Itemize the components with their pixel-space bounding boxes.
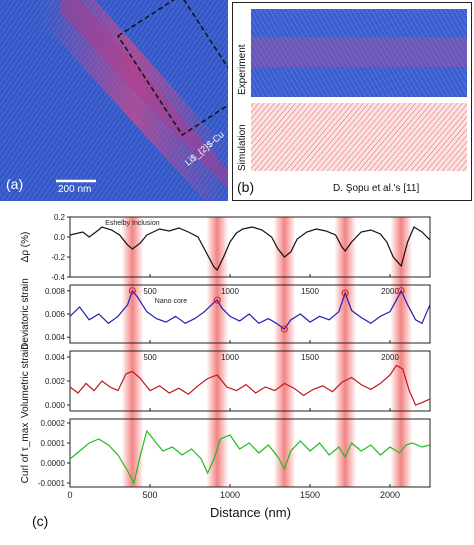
subplot-0: 0.2 0.0 -0.2 -0.4 Δρ (%) Eshelby Inclusion	[20, 213, 431, 282]
x-tick-label-top: 500	[143, 287, 157, 296]
x-tick-label-zero: 0	[67, 490, 72, 500]
y-tick-label: 0.0001	[41, 439, 66, 448]
x-tick-label-top: 500	[143, 353, 157, 362]
y-tick-label: -0.0001	[38, 479, 66, 488]
subplot-1: 0.008 0.006 0.004 Deviatoric strain 500 1000 1…	[20, 278, 431, 350]
panel-b-label: (b)	[237, 179, 255, 195]
nano-core-marker	[341, 289, 349, 297]
experiment-label: Experiment	[237, 44, 248, 95]
y-tick-label: 0.000	[45, 401, 66, 410]
shear-band	[40, 0, 228, 201]
simulation-label: Simulation	[237, 124, 248, 171]
panel-c-label: (c)	[32, 513, 49, 529]
panel-c-chart: 0.2 0.0 -0.2 -0.4 Δρ (%) Eshelby Inclusion 0.0…	[20, 213, 431, 500]
x-tick-label-bottom: 500	[142, 490, 157, 500]
series-line-3	[69, 429, 431, 485]
experiment-texture	[251, 9, 467, 97]
x-tick-label-top: 1000	[221, 353, 239, 362]
series-line-1	[69, 289, 431, 330]
series-line-2	[69, 364, 431, 406]
nano-core-marker	[128, 287, 136, 295]
nano-core-marker	[280, 325, 288, 333]
simulation-texture	[251, 103, 467, 171]
y-axis-label: Curl of τ_max	[20, 423, 31, 484]
y-tick-label: 0.006	[45, 310, 66, 319]
y-tick-label: 0.008	[45, 287, 66, 296]
x-tick-label-top: 1500	[301, 287, 319, 296]
y-tick-label: -0.2	[51, 253, 65, 262]
x-tick-label-bottom: 1500	[300, 490, 320, 500]
y-tick-label: 0.0	[54, 233, 66, 242]
series-line-0	[69, 226, 431, 271]
panel-a-scalebar-label: 200 nm	[58, 184, 92, 195]
eshelby-annotation: Eshelby Inclusion	[105, 220, 160, 227]
y-axis-label: Deviatoric strain	[20, 278, 31, 350]
x-axis-label: Distance (nm)	[210, 505, 291, 520]
shear-band-core	[60, 0, 228, 190]
panel-a-image	[0, 0, 228, 201]
y-tick-label: 0.2	[54, 213, 66, 222]
subplot-3: 0.0002 0.0001 0.0000 -0.0001 Curl of τ_max 0 5…	[20, 418, 431, 500]
citation-text: D. Şopu et al.'s [11]	[333, 183, 420, 194]
x-tick-label-bottom: 1000	[220, 490, 240, 500]
subplot-2: 0.004 0.002 0.000 Volumetric strain 500 1000 1…	[20, 344, 431, 418]
nano-core-annotation: Nano core	[155, 298, 187, 305]
highlight-band-0	[121, 217, 144, 487]
nano-core-marker	[213, 296, 221, 304]
x-tick-label-top: 1500	[301, 353, 319, 362]
experiment-band	[251, 37, 467, 67]
y-tick-label: 0.0000	[41, 459, 66, 468]
x-tick-label-bottom: 2000	[380, 490, 400, 500]
panel-a-label: (a)	[6, 176, 24, 192]
y-tick-label: -0.4	[51, 273, 65, 282]
y-tick-label: 0.004	[45, 333, 66, 342]
panel-a-micrograph: (a) 200 nm Li$_{2}$-Cu	[0, 0, 228, 201]
panel-c-profiles: 0.2 0.0 -0.2 -0.4 Δρ (%) Eshelby Inclusion 0.0…	[0, 205, 474, 540]
x-tick-label-top: 1000	[221, 287, 239, 296]
subplot-frame	[69, 418, 431, 488]
y-tick-label: 0.0002	[41, 419, 66, 428]
y-axis-label: Δρ (%)	[20, 232, 31, 263]
x-tick-label-top: 2000	[381, 287, 399, 296]
y-tick-label: 0.002	[45, 377, 66, 386]
x-tick-label-top: 2000	[381, 353, 399, 362]
subplot-frame	[69, 216, 431, 278]
y-tick-label: 0.004	[45, 353, 66, 362]
panel-b-images	[251, 9, 467, 171]
highlight-band-3	[334, 217, 357, 487]
nano-core-marker	[397, 287, 405, 295]
panel-b-comparison: Experiment Simulation (b) D. Şopu et al.…	[232, 2, 472, 201]
y-axis-label: Volumetric strain	[20, 344, 31, 418]
